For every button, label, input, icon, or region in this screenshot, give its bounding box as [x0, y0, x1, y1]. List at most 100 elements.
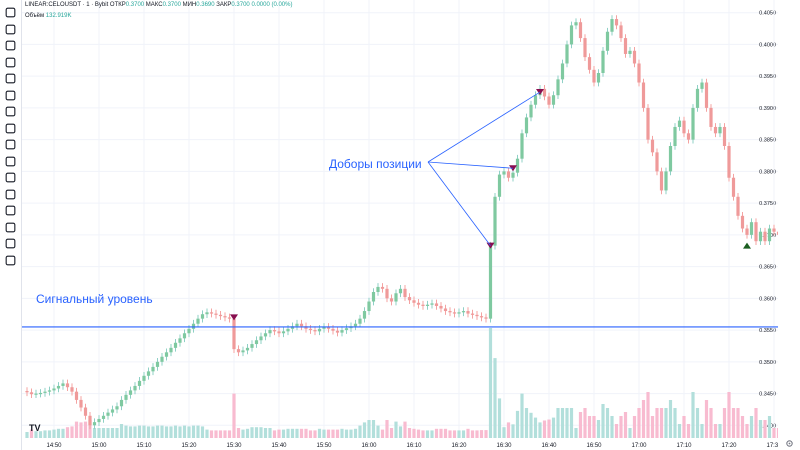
emoji-icon[interactable] — [4, 138, 17, 151]
pattern-icon[interactable] — [4, 72, 17, 85]
candle-body — [668, 146, 673, 172]
volume-bar — [124, 425, 128, 438]
volume-bar — [376, 425, 380, 438]
volume-bar — [169, 426, 173, 438]
price-tick-label: 0.3650 — [759, 265, 776, 271]
candle-body — [119, 399, 124, 407]
candle-body — [718, 126, 722, 134]
volume-bar — [308, 430, 313, 438]
volume-bar — [205, 429, 209, 438]
candle-body — [160, 356, 164, 362]
candle-body — [434, 303, 439, 306]
measure-icon[interactable] — [4, 89, 17, 102]
price-tick-label: 0.3550 — [759, 328, 776, 334]
candle-body — [776, 231, 778, 235]
volume-bar — [380, 429, 385, 438]
fib-icon[interactable] — [4, 39, 17, 52]
candle-body — [556, 79, 560, 96]
trendline-icon[interactable] — [4, 23, 17, 36]
volume-bar — [533, 417, 538, 438]
volume-bar — [97, 428, 101, 438]
lock-icon[interactable] — [4, 221, 17, 234]
annotation-arrow — [427, 161, 491, 246]
volume-bar — [452, 430, 457, 438]
price-tick-label: 0.3800 — [759, 169, 776, 175]
volume-bar — [574, 428, 578, 438]
volume-bar — [70, 426, 74, 438]
candle-body — [677, 120, 682, 127]
visibility-icon[interactable] — [4, 237, 17, 250]
candle-body — [592, 69, 596, 83]
candle-body — [101, 415, 106, 419]
symbol-label[interactable]: LINEAR:CELOUSDT · 1 · Bybit — [25, 2, 109, 8]
magnet-icon[interactable] — [4, 188, 17, 201]
volume-bar — [506, 422, 511, 438]
candle-body — [731, 177, 736, 197]
tradingview-logo[interactable]: TV — [29, 423, 41, 433]
gear-icon[interactable] — [785, 439, 794, 448]
lock-drawings-icon[interactable] — [4, 204, 17, 217]
candle-body — [407, 297, 412, 301]
volume-bar — [569, 408, 574, 438]
candle-body — [502, 171, 506, 175]
volume-bar — [700, 424, 704, 438]
price-chart[interactable]: 0.4050 0.4000 0.3950 0.3900 0.3850 0.3800 0.37… — [22, 0, 778, 438]
candle-body — [673, 126, 677, 146]
volume-bar — [83, 421, 88, 438]
candle-body — [601, 50, 605, 73]
candle-body — [277, 331, 281, 334]
volume-bar — [259, 427, 263, 438]
candle-body — [547, 96, 551, 105]
volume-bar — [479, 430, 484, 438]
volume-bar — [155, 425, 160, 438]
candle-body — [520, 133, 524, 159]
candle-body — [659, 171, 664, 191]
candle-body — [155, 361, 160, 367]
volume-bar — [655, 408, 659, 438]
time-tick-label: 15:50 — [316, 443, 332, 449]
price-tick-label: 0.3900 — [759, 106, 776, 112]
candle-body — [646, 107, 650, 140]
volume-bar — [763, 420, 767, 438]
volume-bar — [596, 420, 601, 438]
zoom-icon[interactable] — [4, 171, 17, 184]
volume-bar — [277, 429, 281, 438]
volume-bar — [142, 425, 146, 438]
candle-body — [173, 342, 178, 348]
candle-body — [376, 286, 380, 292]
volume-bar — [673, 408, 677, 438]
position-adds-annotation[interactable]: Доборы позиции — [329, 157, 422, 171]
volume-bar — [407, 428, 412, 438]
candle-body — [124, 394, 128, 400]
brush-icon[interactable] — [4, 105, 17, 118]
volume-bar — [371, 420, 376, 438]
volume-bar — [628, 428, 632, 438]
volume-bar — [182, 425, 187, 438]
candle-body — [767, 228, 772, 242]
crosshair-icon[interactable] — [4, 6, 17, 19]
volume-bar — [56, 428, 61, 438]
volume-bar — [178, 426, 182, 438]
pitchfork-icon[interactable] — [4, 56, 17, 69]
price-tick-label: 0.4000 — [759, 42, 776, 48]
volume-bar — [164, 426, 169, 438]
candle-body — [79, 399, 83, 408]
volume-bar — [191, 425, 196, 438]
volume-bar — [515, 410, 520, 438]
volume-label: Объём — [25, 13, 45, 19]
volume-bar — [556, 408, 560, 438]
candle-body — [583, 38, 587, 58]
signal-level-annotation[interactable]: Сигнальный уровень — [36, 292, 153, 306]
candle-body — [187, 328, 191, 334]
candle-body — [218, 314, 223, 317]
candle-body — [682, 120, 686, 134]
volume-bar — [38, 431, 43, 438]
candle-body — [686, 133, 691, 140]
time-axis[interactable]: 14:50 15:00 15:10 15:20 15:30 15:40 15:50 16:00… — [22, 438, 778, 450]
ruler-icon[interactable] — [4, 155, 17, 168]
time-tick-label: 16:20 — [451, 443, 467, 449]
text-icon[interactable] — [4, 122, 17, 135]
trash-icon[interactable] — [4, 254, 17, 267]
volume-bar — [209, 430, 214, 438]
volume-bar — [52, 429, 56, 438]
